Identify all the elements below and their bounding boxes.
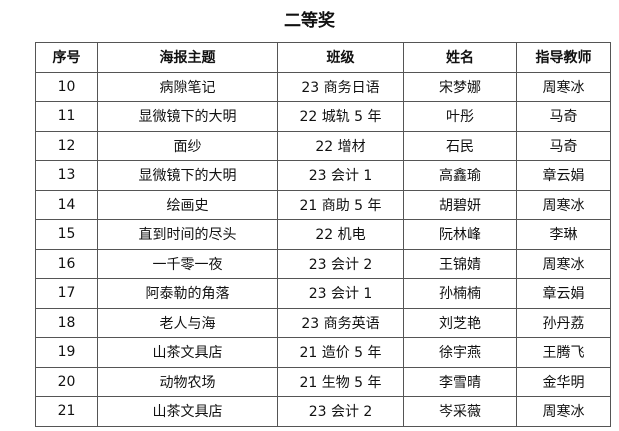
- column-header: 班级: [277, 42, 404, 73]
- table-row: 21 山茶文具店 23 会计 2 岑采薇 周寒冰: [35, 396, 611, 427]
- table-row: 16 一千零一夜 23 会计 2 王锦婧 周寒冰: [35, 248, 611, 279]
- table-row: 10 病隙笔记 23 商务日语 宋梦娜 周寒冰: [35, 71, 611, 102]
- table-cell: 22 增材: [277, 130, 404, 161]
- table-row: 14 绘画史 21 商助 5 年胡碧妍 周寒冰: [35, 189, 611, 220]
- table-cell: 23 会计 2: [277, 396, 404, 427]
- table-cell: 章云娟: [516, 160, 611, 191]
- table-cell: 阿泰勒的角落: [97, 278, 278, 309]
- table-cell: 叶彤: [403, 101, 517, 132]
- column-header: 指导教师: [516, 42, 611, 73]
- table-header: 序号 海报主题 班级 姓名 指导教师: [35, 42, 611, 73]
- table-cell: 21 造价 5 年: [277, 337, 404, 368]
- table-row: 13 显微镜下的大明 23 会计 1 高鑫瑜 章云娟: [35, 160, 611, 191]
- table-cell: 直到时间的尽头: [97, 219, 278, 250]
- table-cell: 12: [35, 130, 98, 161]
- table-cell: 宋梦娜: [403, 71, 517, 102]
- table-cell: 面纱: [97, 130, 278, 161]
- table-cell: 周寒冰: [516, 189, 611, 220]
- table-row: 20 动物农场 21 生物 5 年李雪晴 金华明: [35, 366, 611, 397]
- table-cell: 22 机电: [277, 219, 404, 250]
- column-header: 序号: [35, 42, 98, 73]
- table-cell: 金华明: [516, 366, 611, 397]
- table-row: 15 直到时间的尽头 22 机电 阮林峰 李琳: [35, 219, 611, 250]
- table-cell: 王腾飞: [516, 337, 611, 368]
- table-cell: 胡碧妍: [403, 189, 517, 220]
- table-cell: 22 城轨 5 年: [277, 101, 404, 132]
- table-cell: 李琳: [516, 219, 611, 250]
- table-cell: 21: [35, 396, 98, 427]
- section-title: 二等奖: [284, 11, 335, 31]
- table-cell: 20: [35, 366, 98, 397]
- table-cell: 23 会计 1: [277, 278, 404, 309]
- table-cell: 18: [35, 307, 98, 338]
- table-cell: 周寒冰: [516, 71, 611, 102]
- table-cell: 23 会计 2: [277, 248, 404, 279]
- table-cell: 23 商务英语: [277, 307, 404, 338]
- table-cell: 高鑫瑜: [403, 160, 517, 191]
- table-cell: 山茶文具店: [97, 337, 278, 368]
- table-cell: 王锦婧: [403, 248, 517, 279]
- table-cell: 17: [35, 278, 98, 309]
- table-cell: 显微镜下的大明: [97, 101, 278, 132]
- table-cell: 显微镜下的大明: [97, 160, 278, 191]
- table-cell: 病隙笔记: [97, 71, 278, 102]
- table-cell: 23 商务日语: [277, 71, 404, 102]
- award-table: 序号 海报主题 班级 姓名 指导教师 10 病隙笔记 23 商务日语 宋梦娜 周寒冰 11 显微镜下…: [35, 42, 611, 427]
- table-cell: 孙丹荔: [516, 307, 611, 338]
- table-row: 19 山茶文具店 21 造价 5 年徐宇燕 王腾飞: [35, 337, 611, 368]
- table-cell: 动物农场: [97, 366, 278, 397]
- table-cell: 老人与海: [97, 307, 278, 338]
- table-cell: 刘芝艳: [403, 307, 517, 338]
- table-cell: 23 会计 1: [277, 160, 404, 191]
- table-cell: 13: [35, 160, 98, 191]
- table-cell: 21 商助 5 年: [277, 189, 404, 220]
- table-cell: 李雪晴: [403, 366, 517, 397]
- table-cell: 19: [35, 337, 98, 368]
- column-header: 海报主题: [97, 42, 278, 73]
- table-row: 11 显微镜下的大明 22 城轨 5 年叶彤 马奇: [35, 101, 611, 132]
- table-cell: 章云娟: [516, 278, 611, 309]
- table-cell: 徐宇燕: [403, 337, 517, 368]
- table-cell: 15: [35, 219, 98, 250]
- table-cell: 10: [35, 71, 98, 102]
- table-cell: 周寒冰: [516, 396, 611, 427]
- table-cell: 14: [35, 189, 98, 220]
- table-cell: 孙楠楠: [403, 278, 517, 309]
- table-row: 18 老人与海 23 商务英语 刘芝艳 孙丹荔: [35, 307, 611, 338]
- table-cell: 11: [35, 101, 98, 132]
- table-cell: 周寒冰: [516, 248, 611, 279]
- table-row: 17 阿泰勒的角落 23 会计 1 孙楠楠 章云娟: [35, 278, 611, 309]
- table-cell: 石民: [403, 130, 517, 161]
- column-header: 姓名: [403, 42, 517, 73]
- table-cell: 21 生物 5 年: [277, 366, 404, 397]
- table-cell: 马奇: [516, 130, 611, 161]
- table-cell: 山茶文具店: [97, 396, 278, 427]
- table-cell: 马奇: [516, 101, 611, 132]
- table-cell: 绘画史: [97, 189, 278, 220]
- table-cell: 16: [35, 248, 98, 279]
- table-cell: 一千零一夜: [97, 248, 278, 279]
- table-row: 12 面纱 22 增材 石民 马奇: [35, 130, 611, 161]
- table-cell: 阮林峰: [403, 219, 517, 250]
- table-cell: 岑采薇: [403, 396, 517, 427]
